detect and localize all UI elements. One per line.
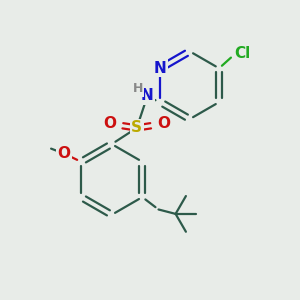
Text: Cl: Cl xyxy=(235,46,251,61)
Text: N: N xyxy=(141,88,153,103)
Text: H: H xyxy=(132,82,143,95)
Text: O: O xyxy=(157,116,170,131)
Text: O: O xyxy=(103,116,116,131)
Text: N: N xyxy=(154,61,167,76)
Text: O: O xyxy=(58,146,70,161)
Text: S: S xyxy=(131,120,142,135)
